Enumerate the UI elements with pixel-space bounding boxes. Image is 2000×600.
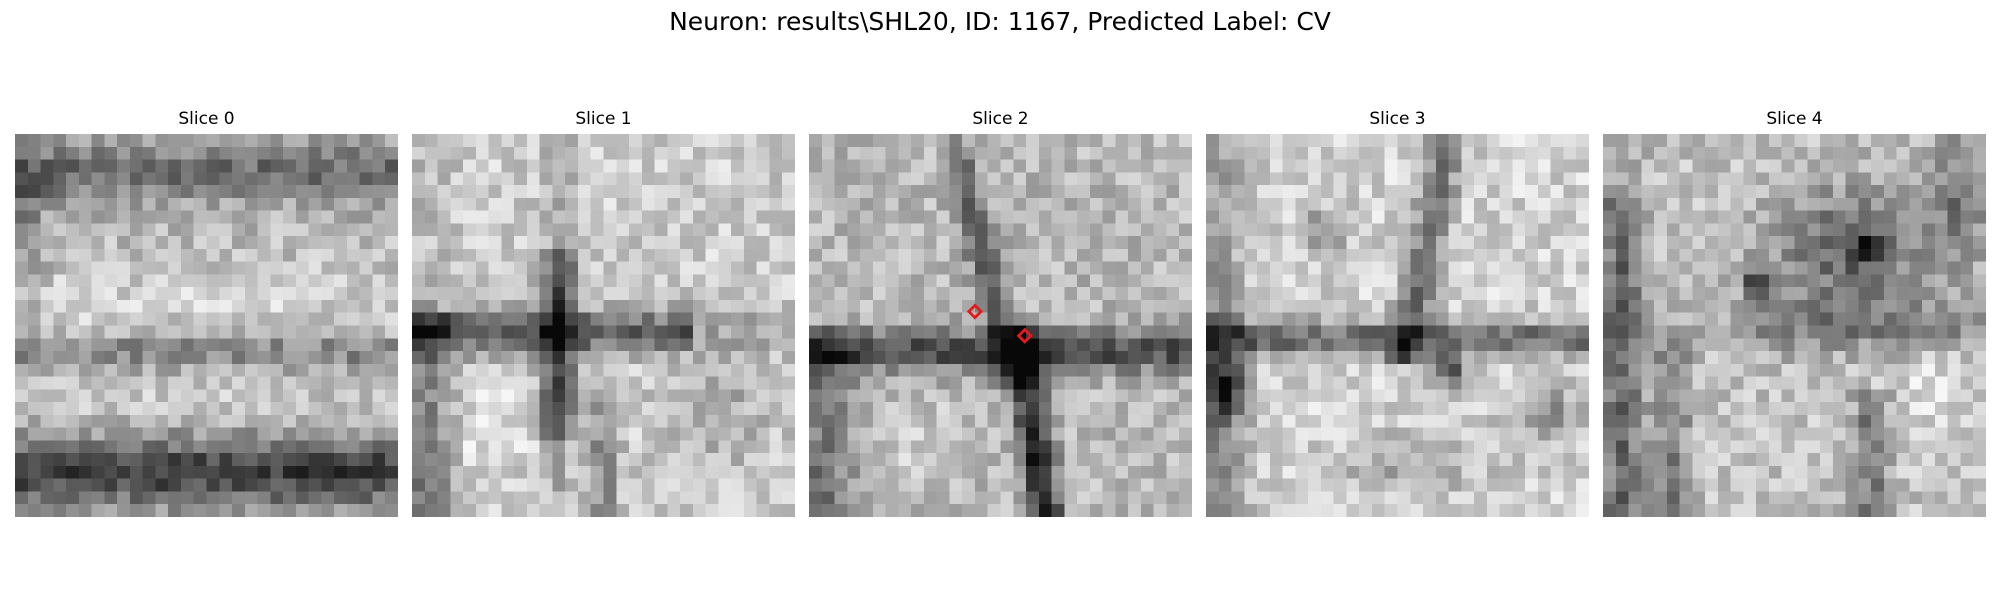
- slice-image: [809, 134, 1192, 517]
- pixel-grid: [412, 134, 795, 517]
- slice-title: Slice 2: [972, 109, 1029, 129]
- slice-panel-0: Slice 0: [15, 106, 398, 517]
- slice-panel-4: Slice 4: [1603, 106, 1986, 517]
- marker-a-diamond: [966, 303, 984, 320]
- slice-image: [1206, 134, 1589, 517]
- slice-title: Slice 4: [1766, 109, 1823, 129]
- pixel-grid: [1206, 134, 1589, 517]
- pixel-grid: [1603, 134, 1986, 517]
- slice-panel-2: Slice 2: [809, 106, 1192, 517]
- slice-title: Slice 3: [1369, 109, 1426, 129]
- marker-b-diamond: [1016, 327, 1033, 344]
- slice-title: Slice 0: [178, 109, 235, 129]
- pixel-grid: [809, 134, 1192, 517]
- slice-image: [412, 134, 795, 517]
- slice-panel-3: Slice 3: [1206, 106, 1589, 517]
- slice-panel-1: Slice 1: [412, 106, 795, 517]
- slice-image: [1603, 134, 1986, 517]
- figure-title: Neuron: results\SHL20, ID: 1167, Predict…: [669, 7, 1331, 36]
- slice-title: Slice 1: [575, 109, 632, 129]
- pixel-grid: [15, 134, 398, 517]
- slice-image: [15, 134, 398, 517]
